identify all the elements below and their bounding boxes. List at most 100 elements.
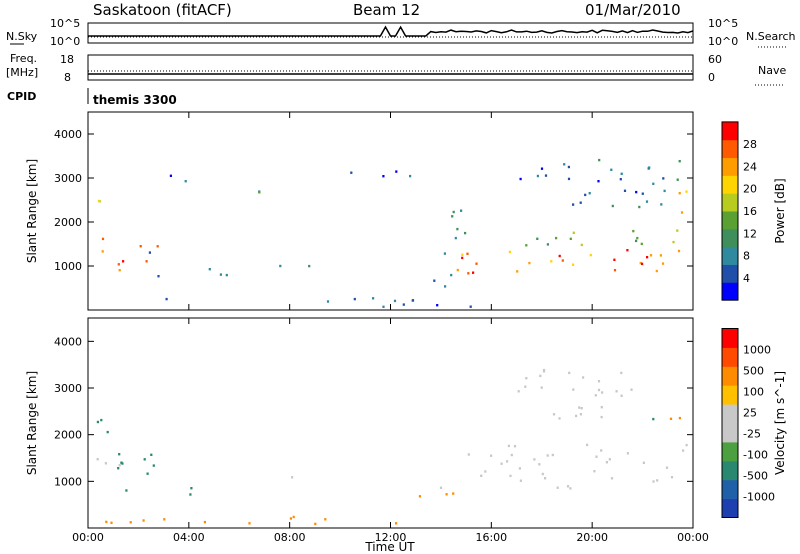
nave-tick-top: 60 [708, 53, 722, 66]
data-cell [544, 477, 547, 480]
colorbar-segment [722, 175, 738, 194]
data-cell [646, 256, 649, 259]
ytick-label: 1000 [54, 260, 82, 273]
data-cell [665, 466, 669, 469]
data-cell [580, 407, 583, 410]
data-cell [626, 452, 629, 455]
colorbar-tick: 25 [743, 407, 757, 420]
data-cell [588, 192, 591, 195]
data-cell [623, 189, 627, 192]
data-cell [445, 493, 448, 496]
data-cell [189, 493, 192, 496]
data-cell [542, 370, 546, 373]
data-cell [640, 242, 643, 246]
ytick-label: 4000 [54, 335, 82, 348]
data-cell [472, 271, 475, 274]
data-cell [541, 472, 544, 476]
colorbar-segment [722, 282, 738, 301]
data-cell [601, 391, 604, 394]
freq-label: Freq. [10, 52, 37, 65]
data-cell [542, 368, 546, 372]
xtick-label: 16:00 [475, 531, 507, 544]
data-cell [208, 268, 211, 271]
data-cell [568, 371, 571, 375]
data-cell [677, 249, 681, 253]
data-cell [225, 273, 228, 277]
data-cell [156, 245, 159, 248]
time-xaxis: 00:00 04:00 08:00 12:00 16:00 20:00 00:00 [72, 112, 709, 544]
colorbar-segment [722, 121, 738, 141]
data-cell [608, 458, 611, 461]
data-cell [456, 227, 459, 231]
data-cell [551, 453, 554, 457]
data-cell [143, 458, 146, 461]
data-cell [558, 417, 561, 420]
data-cell [613, 269, 617, 272]
colorbar-tick: 28 [743, 138, 757, 151]
data-cell [552, 413, 556, 416]
data-cell [324, 518, 327, 521]
xtick-label: 00:00 [677, 531, 709, 544]
data-cell [110, 521, 113, 524]
colorbar-segment [722, 328, 738, 348]
xtick-label: 00:00 [72, 531, 104, 544]
data-cell [444, 285, 447, 288]
velocity-data [96, 368, 688, 526]
colorbar-segment [722, 193, 738, 212]
data-cell [635, 190, 638, 194]
data-cell [620, 394, 623, 397]
data-cell [589, 253, 592, 257]
nave-label: Nave [758, 64, 786, 77]
data-cell [480, 474, 483, 477]
nsky-series [88, 25, 694, 37]
data-cell [524, 385, 527, 388]
data-cell [561, 259, 564, 262]
data-cell [528, 261, 531, 265]
data-cell [655, 269, 658, 273]
data-cell [106, 430, 109, 434]
data-cell [597, 180, 600, 183]
data-cell [372, 297, 375, 300]
data-cell [382, 305, 385, 308]
data-cell [538, 463, 541, 466]
xtick-label: 04:00 [173, 531, 205, 544]
data-cell [96, 458, 99, 461]
data-cell [461, 253, 464, 256]
data-cell [484, 470, 487, 473]
data-cell [518, 467, 521, 470]
data-cell [676, 229, 679, 232]
ytick-label: 2000 [54, 216, 82, 229]
data-cell [291, 476, 294, 479]
date-title: 01/Mar/2010 [585, 1, 681, 19]
data-cell [395, 522, 398, 525]
colorbar-segment [722, 347, 738, 367]
data-cell [678, 160, 681, 163]
data-cell [509, 474, 512, 478]
data-cell [464, 231, 467, 235]
data-cell [460, 209, 463, 212]
data-cell [536, 174, 539, 178]
data-cell [100, 418, 103, 422]
data-cell [525, 244, 528, 247]
nsky-panel [87, 22, 694, 44]
data-cell [525, 377, 528, 380]
colorbar-tick: -500 [743, 470, 768, 483]
data-cell [572, 263, 575, 266]
data-cell [611, 204, 614, 208]
data-cell [540, 386, 543, 389]
colorbar-segment [722, 211, 738, 230]
data-cell [519, 479, 522, 482]
data-cell [641, 262, 644, 266]
data-cell [513, 445, 517, 448]
data-cell [597, 380, 601, 383]
data-cell [461, 256, 464, 260]
data-cell [550, 260, 553, 263]
data-cell [165, 297, 168, 301]
data-cell [578, 406, 581, 409]
data-cell [682, 449, 685, 452]
data-cell [584, 193, 587, 197]
data-cell [593, 470, 596, 473]
power-colorbar-label: Power [dB] [773, 178, 787, 243]
data-cell [652, 182, 655, 185]
colorbar-segment [722, 366, 738, 386]
